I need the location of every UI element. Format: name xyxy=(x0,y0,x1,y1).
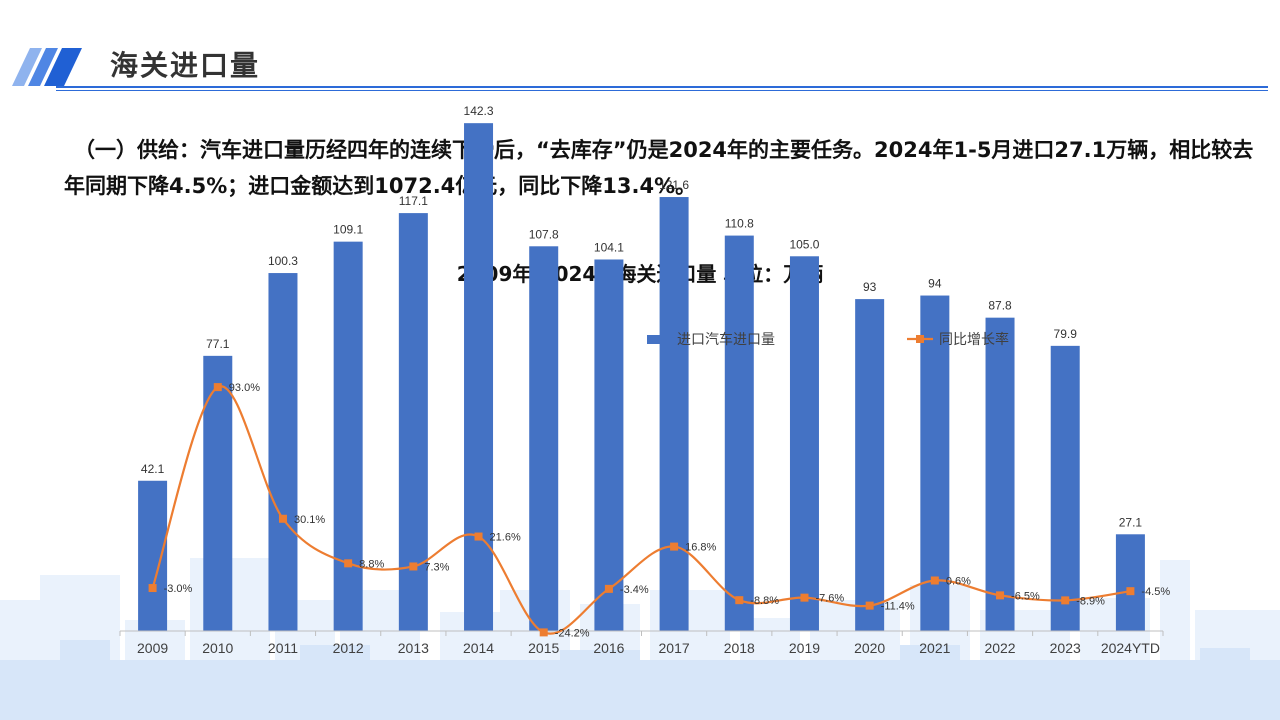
growth-value-label: 0.6% xyxy=(946,575,971,587)
bar-2023 xyxy=(1050,345,1080,631)
bar-value-label: 93 xyxy=(863,280,877,294)
bar-2012 xyxy=(333,241,363,632)
growth-point-2024YTD xyxy=(1126,587,1135,596)
bar-value-label: 77.1 xyxy=(206,337,230,351)
bar-2013 xyxy=(398,213,428,632)
growth-value-label: -3.0% xyxy=(164,583,193,595)
bar-value-label: 109.1 xyxy=(333,223,363,237)
growth-value-label: -8.8% xyxy=(750,595,779,607)
growth-point-2014 xyxy=(474,532,483,541)
x-tick-label: 2024YTD xyxy=(1101,640,1160,656)
summary-text: （一）供给：汽车进口量历经四年的连续下滑后，“去库存”仍是2024年的主要任务。… xyxy=(64,138,1254,198)
bar-value-label: 79.9 xyxy=(1054,327,1078,341)
page-title: 海关进口量 xyxy=(110,49,261,82)
x-tick-label: 2011 xyxy=(268,640,298,656)
growth-value-label: 93.0% xyxy=(229,382,260,394)
header-rule xyxy=(56,86,1268,88)
growth-point-2019 xyxy=(800,593,809,602)
growth-rate-line xyxy=(151,385,1131,635)
x-tick-label: 2009 xyxy=(137,640,168,656)
legend-label-bars: 进口汽车进口量 xyxy=(677,331,775,347)
bar-value-label: 94 xyxy=(928,277,942,291)
x-tick-label: 2018 xyxy=(724,640,755,656)
bar-value-label: 107.8 xyxy=(529,227,559,241)
bar-2020 xyxy=(855,299,885,631)
x-tick-label: 2010 xyxy=(202,640,233,656)
growth-value-label: -24.2% xyxy=(555,627,590,639)
x-tick-label: 2013 xyxy=(398,640,429,656)
x-tick-label: 2020 xyxy=(854,640,885,656)
growth-value-label: -11.4% xyxy=(881,601,915,613)
x-tick-label: 2017 xyxy=(659,640,690,656)
growth-value-label: -3.4% xyxy=(620,584,649,596)
bar-value-label: 104.1 xyxy=(594,240,624,254)
bar-value-label: 87.8 xyxy=(988,299,1012,313)
growth-value-label: 21.6% xyxy=(490,532,521,544)
chart-title: 2009年-2024年海关进口量 单位：万辆 xyxy=(456,262,824,286)
bar-2022 xyxy=(985,317,1015,631)
growth-point-2023 xyxy=(1061,596,1070,605)
header-rule-thin xyxy=(56,90,1268,91)
header-stripes-icon xyxy=(12,48,82,86)
x-tick-label: 2015 xyxy=(528,640,559,656)
bar-value-label: 105.0 xyxy=(789,237,819,251)
bar-2024YTD xyxy=(1115,534,1145,631)
x-tick-label: 2022 xyxy=(984,640,1015,656)
growth-value-label: 8.8% xyxy=(359,558,384,570)
growth-value-label: 30.1% xyxy=(294,514,325,526)
x-tick-label: 2014 xyxy=(463,640,494,656)
growth-point-2017 xyxy=(670,542,679,551)
x-tick-label: 2016 xyxy=(593,640,624,656)
growth-point-2013 xyxy=(409,562,418,571)
growth-point-2016 xyxy=(604,584,613,593)
legend-swatch-marker xyxy=(916,335,924,343)
bar-2009 xyxy=(138,480,168,631)
bar-2019 xyxy=(789,256,819,631)
bar-2018 xyxy=(724,235,754,631)
bar-value-label: 142.3 xyxy=(464,104,494,118)
growth-point-2015 xyxy=(539,628,548,637)
legend-swatch-bars xyxy=(647,335,673,344)
x-tick-label: 2023 xyxy=(1050,640,1081,656)
growth-point-2011 xyxy=(278,514,287,523)
bar-2011 xyxy=(268,273,298,631)
bar-2017 xyxy=(659,197,689,632)
x-tick-label: 2021 xyxy=(919,640,950,656)
bar-2021 xyxy=(920,295,950,631)
growth-value-label: -6.5% xyxy=(1011,590,1040,602)
x-tick-label: 2019 xyxy=(789,640,820,656)
bar-2014 xyxy=(464,123,494,632)
growth-point-2010 xyxy=(213,383,222,392)
growth-value-label: -7.6% xyxy=(815,593,844,605)
bar-2016 xyxy=(594,259,624,631)
bar-value-label: 110.8 xyxy=(725,217,754,231)
bar-2015 xyxy=(529,246,559,631)
growth-point-2012 xyxy=(344,559,353,568)
bar-value-label: 42.1 xyxy=(141,462,165,476)
bar-value-label: 117.1 xyxy=(399,194,428,208)
growth-point-2018 xyxy=(735,596,744,605)
growth-point-2009 xyxy=(148,584,157,593)
growth-point-2022 xyxy=(996,591,1005,600)
x-tick-label: 2012 xyxy=(333,640,364,656)
legend-label-line: 同比增长率 xyxy=(939,331,1009,347)
growth-value-label: 16.8% xyxy=(685,542,716,554)
growth-value-label: -4.5% xyxy=(1141,586,1170,598)
bar-value-label: 27.1 xyxy=(1119,515,1143,529)
bar-2010 xyxy=(203,355,233,631)
growth-point-2020 xyxy=(865,601,874,610)
growth-value-label: 7.3% xyxy=(424,561,449,573)
bar-value-label: 100.3 xyxy=(268,254,298,268)
bar-value-label: 121.6 xyxy=(659,178,689,192)
growth-value-label: -8.9% xyxy=(1076,595,1105,607)
growth-point-2021 xyxy=(930,576,939,585)
